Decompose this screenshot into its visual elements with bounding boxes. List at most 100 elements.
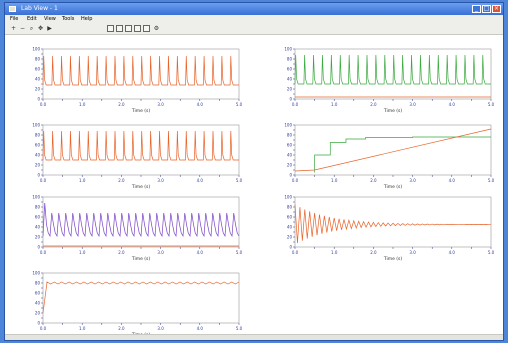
x-tick-label: 0.0 (40, 326, 47, 331)
y-tick-label: 20 (287, 235, 293, 240)
x-tick-label: 1.0 (79, 178, 86, 183)
x-tick-label: 4.0 (197, 178, 204, 183)
x-tick-label: 2.0 (118, 102, 125, 107)
x-tick-label: 2.0 (118, 326, 125, 331)
y-tick-label: 100 (32, 123, 40, 128)
x-tick-label: 3.0 (409, 250, 416, 255)
x-tick-label: 4.0 (449, 250, 456, 255)
y-tick-label: 80 (287, 57, 293, 62)
y-tick-label: 0 (37, 173, 40, 178)
y-tick-label: 100 (284, 47, 292, 52)
zoom-box-icon[interactable]: ⌕ (29, 25, 34, 32)
x-tick-label: 5.0 (236, 250, 243, 255)
chart-top-left[interactable]: 0 20 40 60 80 100 0.0 1.0 2.0 3.0 4.0 5.0 Time (s) (15, 43, 245, 115)
plot-frame (294, 196, 492, 248)
x-axis-label: Time (s) (131, 184, 151, 190)
y-tick-label: 100 (284, 195, 292, 200)
y-tick-label: 80 (35, 281, 41, 286)
x-tick-label: 5.0 (488, 102, 495, 107)
y-tick-label: 100 (32, 271, 40, 276)
menu-file[interactable]: File (10, 16, 19, 22)
menu-tools[interactable]: Tools (62, 16, 75, 22)
x-tick-label: 2.0 (370, 250, 377, 255)
y-tick-label: 60 (35, 143, 41, 148)
chart-row2-right[interactable]: 0 20 40 60 80 100 0.0 1.0 2.0 3.0 4.0 5.0 Time (s) (267, 119, 497, 191)
x-tick-label: 1.0 (331, 250, 338, 255)
y-tick-label: 80 (287, 133, 293, 138)
y-tick-label: 80 (287, 205, 293, 210)
x-tick-label: 4.0 (449, 178, 456, 183)
chart-top-right[interactable]: 0 20 40 60 80 100 0.0 1.0 2.0 3.0 4.0 5.0 Time (s) (267, 43, 497, 115)
y-tick-label: 0 (37, 97, 40, 102)
series-line-0 (314, 136, 491, 173)
x-tick-label: 3.0 (157, 178, 164, 183)
grid-icon[interactable] (107, 25, 114, 32)
menu-edit[interactable]: Edit (27, 16, 37, 22)
x-tick-label: 5.0 (488, 250, 495, 255)
close-icon[interactable]: × (492, 5, 501, 13)
zoom-in-icon[interactable]: + (10, 25, 17, 32)
axis-icon[interactable] (125, 25, 132, 32)
series-line-0 (42, 55, 239, 86)
maximize-icon[interactable]: □ (482, 5, 491, 13)
toolbar: + − ⌕ ✥ ▶ ⚙ (5, 23, 503, 35)
x-axis-label: Time (s) (383, 184, 403, 190)
print-icon[interactable] (143, 25, 150, 32)
y-tick-label: 40 (287, 225, 293, 230)
window-title: Lab View - 1 (21, 5, 58, 12)
minimize-icon[interactable]: _ (472, 5, 481, 13)
y-tick-label: 40 (35, 301, 41, 306)
play-icon[interactable]: ▶ (47, 25, 52, 32)
x-tick-label: 1.0 (79, 250, 86, 255)
settings-icon[interactable]: ⚙ (153, 25, 160, 32)
y-tick-label: 20 (287, 163, 293, 168)
y-tick-label: 60 (35, 215, 41, 220)
y-tick-label: 60 (287, 67, 293, 72)
x-tick-label: 0.0 (292, 178, 299, 183)
x-tick-label: 5.0 (236, 102, 243, 107)
status-bar (5, 334, 503, 340)
pan-icon[interactable]: ✥ (37, 25, 44, 32)
x-tick-label: 1.0 (79, 102, 86, 107)
plot-window-icon (9, 6, 16, 12)
x-tick-label: 2.0 (370, 102, 377, 107)
menu-help[interactable]: Help (81, 16, 93, 22)
x-axis-label: Time (s) (131, 108, 151, 114)
x-tick-label: 1.0 (331, 102, 338, 107)
chart-row3-right[interactable]: 0 20 40 60 80 100 0.0 1.0 2.0 3.0 4.0 5.0 Time (s) (267, 191, 497, 263)
plot-frame (42, 196, 240, 248)
x-tick-label: 4.0 (197, 102, 204, 107)
y-tick-label: 100 (284, 123, 292, 128)
x-tick-label: 2.0 (370, 178, 377, 183)
y-tick-label: 40 (35, 153, 41, 158)
x-tick-label: 4.0 (449, 102, 456, 107)
y-tick-label: 0 (289, 245, 292, 250)
y-tick-label: 20 (35, 235, 41, 240)
title-bar: Lab View - 1 _ □ × (5, 3, 503, 15)
chart-row2-left[interactable]: 0 20 40 60 80 100 0.0 1.0 2.0 3.0 4.0 5.0 Time (s) (15, 119, 245, 191)
series-line-0 (294, 204, 492, 244)
menu-bar: File Edit View Tools Help (5, 15, 503, 23)
y-tick-label: 40 (287, 77, 293, 82)
x-tick-label: 3.0 (157, 102, 164, 107)
zoom-out-icon[interactable]: − (19, 25, 26, 32)
y-tick-label: 100 (32, 195, 40, 200)
x-tick-label: 0.0 (40, 250, 47, 255)
x-axis-label: Time (s) (383, 256, 403, 262)
y-tick-label: 60 (287, 143, 293, 148)
export-icon[interactable] (134, 25, 141, 32)
y-tick-label: 40 (35, 225, 41, 230)
plot-frame (42, 272, 240, 324)
chart-row3-left[interactable]: 0 20 40 60 80 100 0.0 1.0 2.0 3.0 4.0 5.0 Time (s) (15, 191, 245, 263)
x-tick-label: 5.0 (488, 178, 495, 183)
x-tick-label: 5.0 (236, 178, 243, 183)
x-axis-label: Time (s) (131, 256, 151, 262)
y-tick-label: 40 (287, 153, 293, 158)
legend-icon[interactable] (116, 25, 123, 32)
x-tick-label: 3.0 (157, 250, 164, 255)
menu-view[interactable]: View (44, 16, 56, 22)
x-tick-label: 4.0 (197, 326, 204, 331)
x-tick-label: 3.0 (157, 326, 164, 331)
x-tick-label: 5.0 (236, 326, 243, 331)
